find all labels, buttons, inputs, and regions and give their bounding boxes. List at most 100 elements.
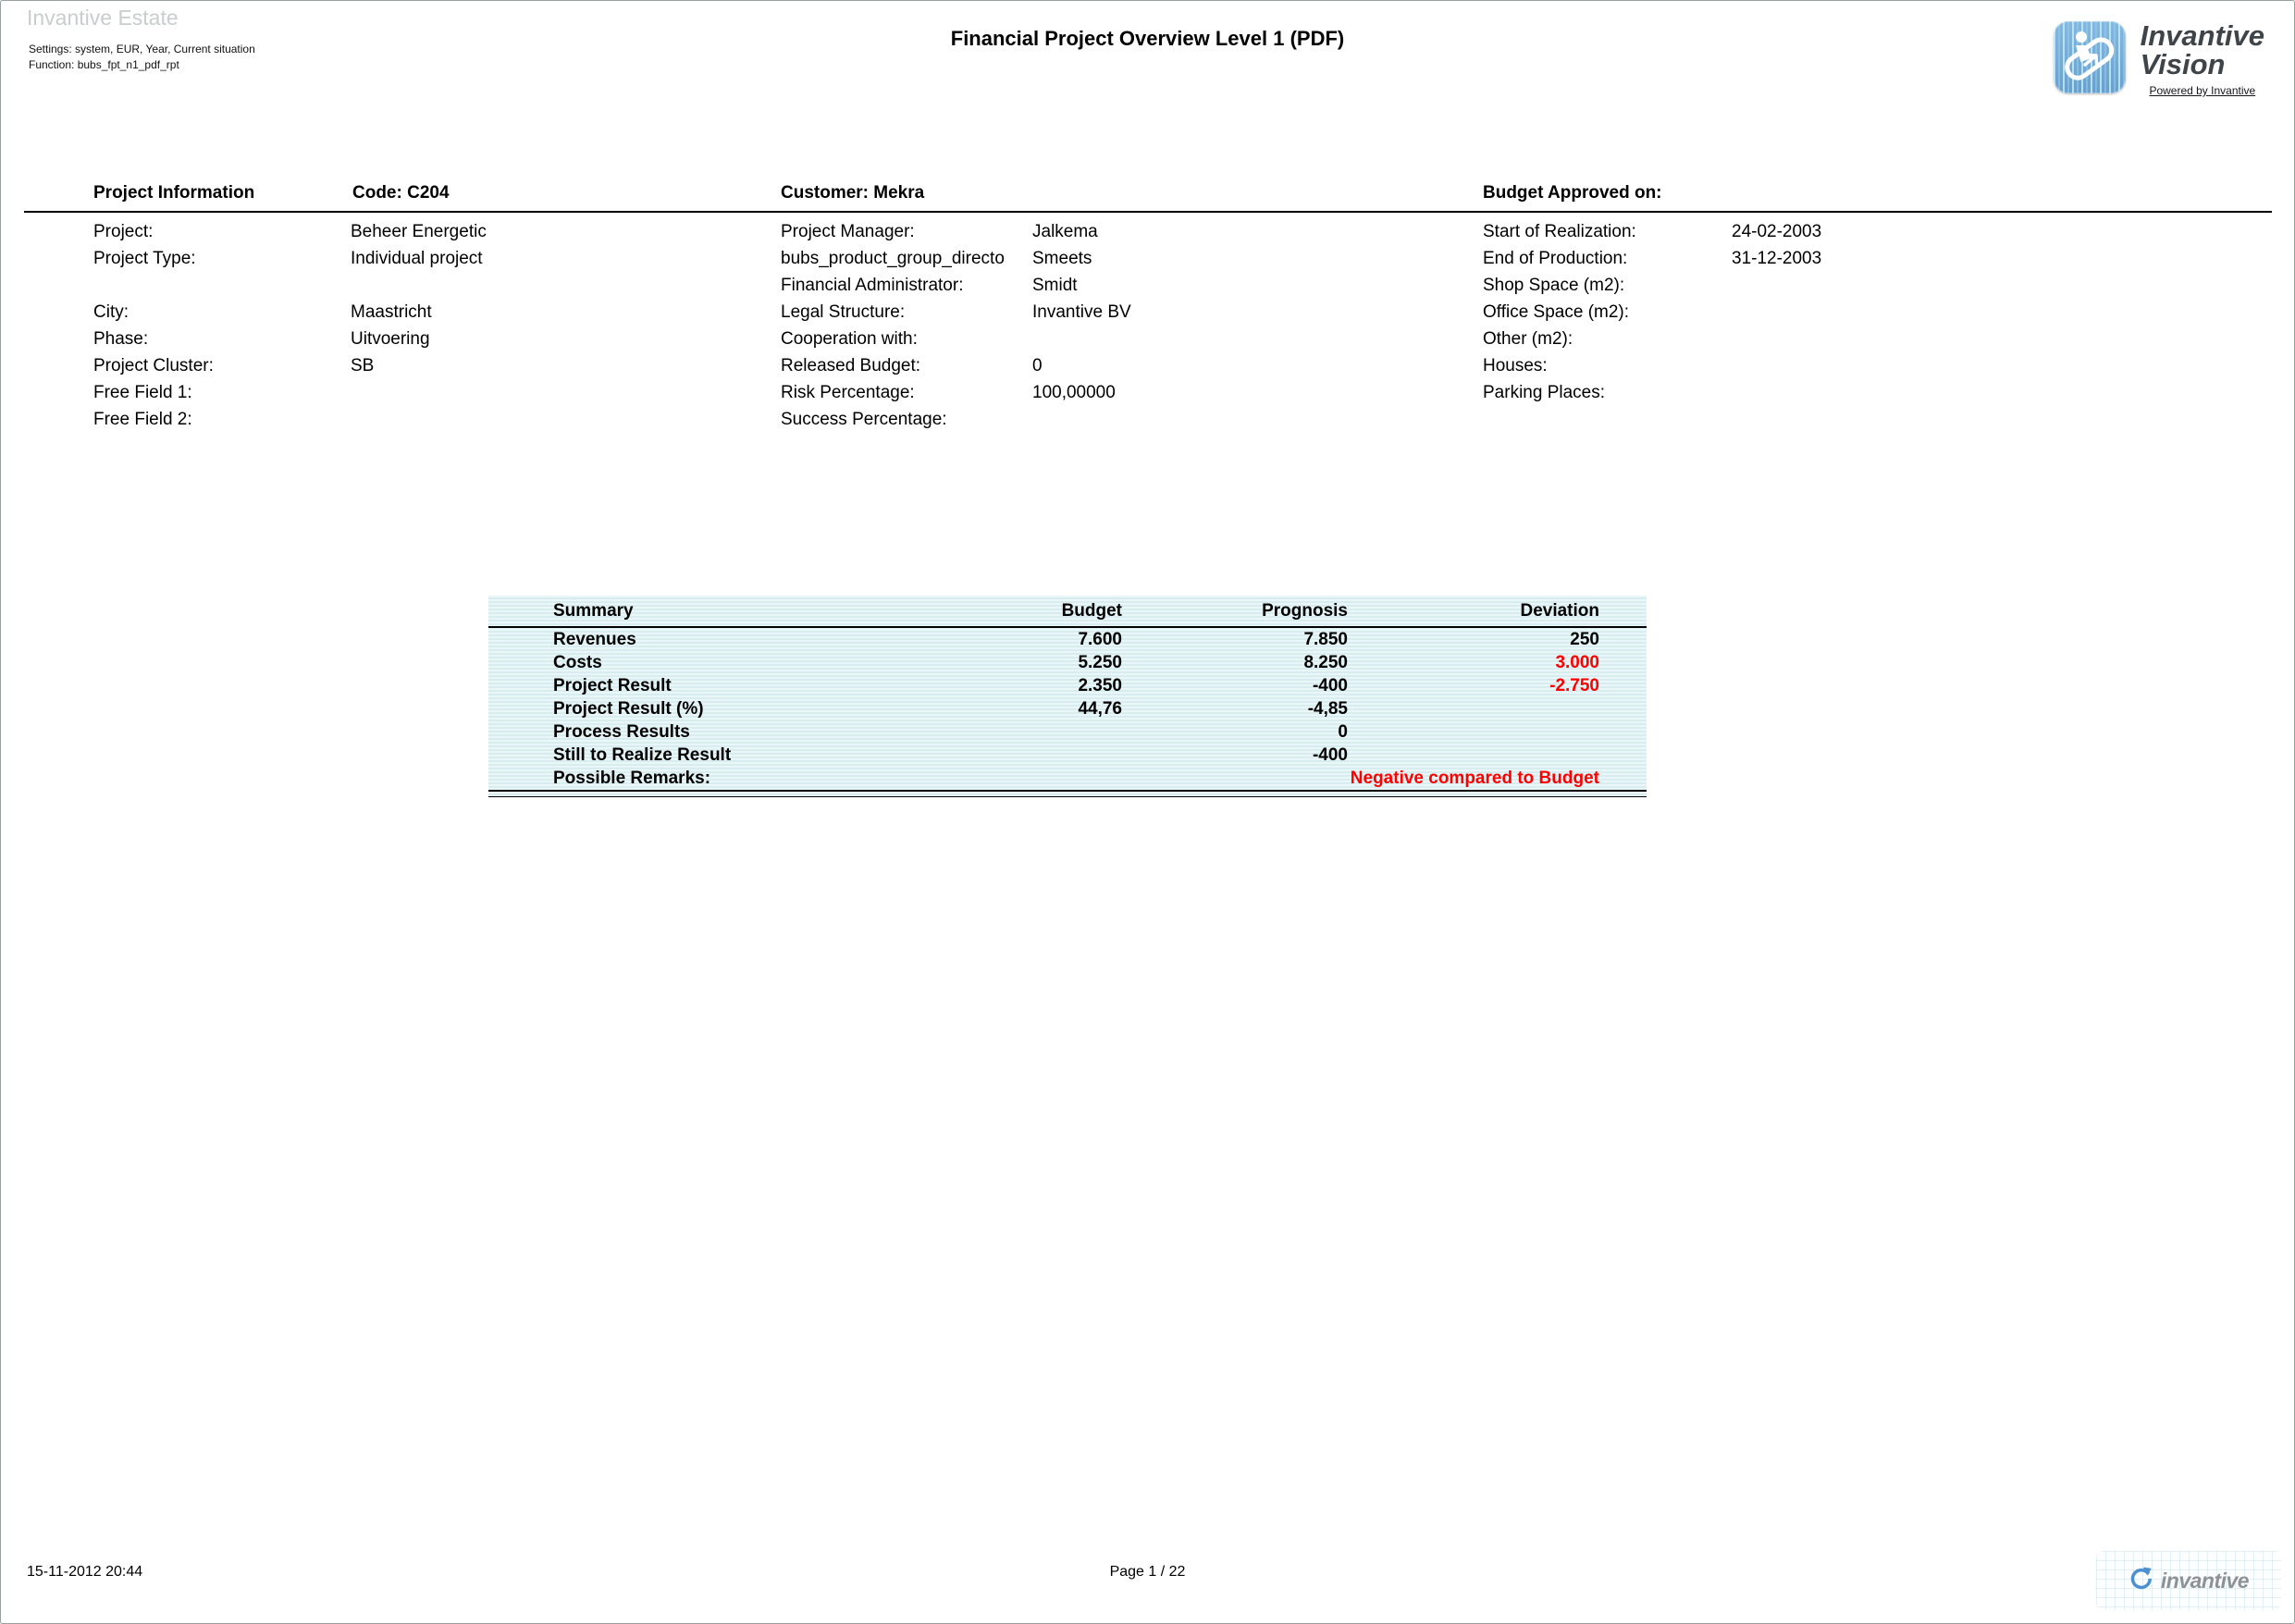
deviation-value: 250 [1570,630,1599,649]
info-label: Free Field 2: [93,410,192,429]
info-label: Cooperation with: [781,329,918,349]
table-row: Costs 5.250 8.250 3.000 [488,651,1647,674]
info-label: Project Type: [93,249,196,268]
column-header-budget: Budget [1061,601,1122,621]
row-label: Possible Remarks: [553,769,711,788]
header-project-code: Code: C204 [352,183,450,203]
escalator-icon [2053,21,2126,93]
prognosis-value: -4,85 [1307,699,1348,719]
info-row: Free Field 2: Success Percentage: [1,406,2294,433]
info-label: bubs_product_group_directo [781,249,1005,268]
info-value: Maastricht [351,302,432,322]
header-divider [24,211,2272,213]
footer-datetime: 15-11-2012 20:44 [27,1564,143,1580]
deviation-value: -2.750 [1549,676,1599,695]
prognosis-value: -400 [1312,745,1348,765]
budget-value: 5.250 [1078,653,1122,672]
info-label: Project Manager: [781,222,915,241]
settings-line: Settings: system, EUR, Year, Current sit… [29,43,255,55]
table-row: Process Results 0 [488,720,1647,744]
info-label: Start of Realization: [1483,222,1636,241]
vendor-logo: Invantive Vision Powered by Invantive [2053,21,2264,97]
info-value: Jalkema [1032,222,1098,241]
info-value: 0 [1032,356,1043,375]
row-label: Costs [553,653,602,672]
info-row: Phase: Uitvoering Cooperation with: Othe… [1,326,2294,352]
info-row: City: Maastricht Legal Structure: Invant… [1,299,2294,326]
table-row: Project Result (%) 44,76 -4,85 [488,697,1647,720]
info-rows: Project: Beheer Energetic Project Manage… [1,218,2294,433]
remark-text: Negative compared to Budget [1350,769,1599,788]
info-label: Released Budget: [781,356,921,375]
vendor-name-line2: Vision [2140,48,2226,80]
row-label: Still to Realize Result [553,745,732,765]
summary-table: Summary Budget Prognosis Deviation Reven… [488,596,1647,797]
app-watermark: Invantive Estate [27,6,179,30]
budget-value: 2.350 [1078,676,1122,695]
report-meta: Settings: system, EUR, Year, Current sit… [29,42,255,73]
info-label: Other (m2): [1483,329,1573,349]
footer-page-number: Page 1 / 22 [1109,1564,1186,1580]
info-label: Success Percentage: [781,410,947,429]
summary-title: Summary [553,601,634,621]
info-label: Free Field 1: [93,383,192,402]
info-label: End of Production: [1483,249,1628,268]
header-budget-approved: Budget Approved on: [1483,183,1662,203]
budget-value: 44,76 [1078,699,1122,719]
info-row: Free Field 1: Risk Percentage: 100,00000… [1,379,2294,406]
info-row: Project Type: Individual project bubs_pr… [1,245,2294,272]
info-value: Smeets [1032,249,1092,268]
info-value: Individual project [351,249,483,268]
vendor-name-line1: Invantive [2140,19,2264,52]
info-label: Shop Space (m2): [1483,276,1625,295]
table-row: Still to Realize Result -400 [488,744,1647,767]
info-row: Project: Beheer Energetic Project Manage… [1,218,2294,245]
deviation-value: 3.000 [1555,653,1599,672]
info-value: SB [351,356,375,375]
info-label: Project Cluster: [93,356,214,375]
info-section-headers: Project Information Code: C204 Customer:… [1,183,2294,207]
table-row: Revenues 7.600 7.850 250 [488,628,1647,651]
brand-panel: invantive [2096,1551,2281,1610]
info-label: Risk Percentage: [781,383,915,402]
column-header-deviation: Deviation [1520,601,1599,621]
report-title: Financial Project Overview Level 1 (PDF) [950,27,1345,50]
column-header-prognosis: Prognosis [1262,601,1348,621]
info-label: Project: [93,222,154,241]
info-label: Houses: [1483,356,1548,375]
info-value: 24-02-2003 [1732,222,1822,241]
prognosis-value: 8.250 [1303,653,1348,672]
info-row: Project Cluster: SB Released Budget: 0 H… [1,352,2294,379]
table-row: Project Result 2.350 -400 -2.750 [488,674,1647,697]
row-label: Revenues [553,630,636,649]
info-value: 100,00000 [1032,383,1116,402]
summary-table-header: Summary Budget Prognosis Deviation [488,596,1647,628]
row-label: Project Result (%) [553,699,704,719]
info-label: Phase: [93,329,149,349]
info-label: Legal Structure: [781,302,906,322]
circular-arrow-icon [2128,1566,2153,1595]
function-line: Function: bubs_fpt_n1_pdf_rpt [29,58,179,71]
summary-table-bottom-border [488,790,1647,797]
info-value: Beheer Energetic [351,222,487,241]
header-project-information: Project Information [93,183,255,203]
prognosis-value: 0 [1338,722,1348,742]
info-value: 31-12-2003 [1732,249,1822,268]
info-label: Office Space (m2): [1483,302,1630,322]
budget-value: 7.600 [1078,630,1122,649]
row-label: Process Results [553,722,690,742]
info-value: Uitvoering [351,329,430,349]
brand-wordmark: invantive [2160,1568,2250,1593]
vendor-name: Invantive Vision Powered by Invantive [2141,21,2264,97]
info-value: Smidt [1032,276,1078,295]
info-label: Financial Administrator: [781,276,964,295]
prognosis-value: -400 [1312,676,1348,695]
header-customer: Customer: Mekra [781,183,925,203]
prognosis-value: 7.850 [1303,630,1348,649]
info-label: Parking Places: [1483,383,1606,402]
powered-by-link[interactable]: Powered by Invantive [2149,84,2256,97]
table-row-remarks: Possible Remarks: Negative compared to B… [488,767,1647,790]
info-label: City: [93,302,129,322]
info-row: Financial Administrator: Smidt Shop Spac… [1,272,2294,299]
